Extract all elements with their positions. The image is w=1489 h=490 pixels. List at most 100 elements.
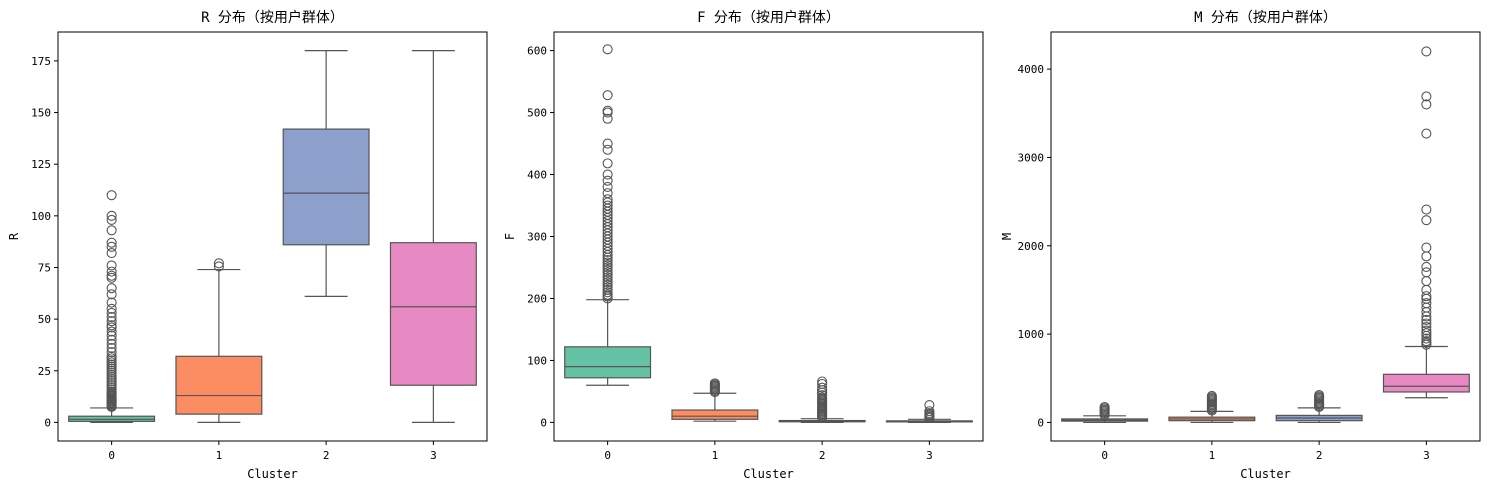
y-axis-label: R (7, 232, 21, 240)
outlier-point (106, 241, 117, 252)
outlier-point (106, 330, 117, 341)
outlier-point (106, 237, 117, 248)
y-tick-label: 4000 (1018, 63, 1045, 76)
y-tick-label: 150 (31, 107, 51, 120)
box-group-2 (1275, 390, 1363, 424)
outlier-point (106, 289, 117, 300)
y-tick-label: 100 (527, 354, 547, 367)
outlier-point (1421, 242, 1432, 253)
box-group-1 (671, 378, 759, 422)
box-group-3 (389, 49, 477, 424)
outlier-point (1421, 46, 1432, 57)
outlier-point (602, 279, 613, 290)
outlier-point (106, 283, 117, 294)
outlier-point (1421, 321, 1432, 333)
outlier-point (1421, 284, 1432, 295)
plot-frame (57, 31, 488, 442)
outlier-point (924, 400, 935, 411)
x-axis-label: Cluster (1240, 467, 1291, 481)
outlier-point (817, 378, 828, 390)
outlier-point (602, 264, 613, 276)
outlier-point (1421, 298, 1432, 309)
iqr-box (282, 128, 370, 246)
outlier-point (602, 254, 613, 266)
outlier-point (106, 210, 117, 221)
x-tick-label: 1 (1209, 449, 1216, 462)
outlier-point (1421, 204, 1432, 215)
outlier-point (817, 390, 828, 401)
outlier-point (1421, 291, 1432, 302)
y-tick-label: 3000 (1018, 151, 1045, 164)
y-tick-label: 0 (1037, 416, 1044, 429)
chart-panel-2: M 分布（按用户群体） 0 1000 2000 3000 4000 0 1 2 3 Cluster M (1000, 9, 1481, 481)
iqr-box (671, 409, 759, 420)
outlier-point (1421, 336, 1432, 347)
outlier-point (1421, 314, 1432, 326)
y-axis-label: M (1000, 233, 1014, 240)
iqr-box (564, 346, 652, 379)
outlier-point (602, 289, 613, 300)
outlier-point (1421, 276, 1432, 287)
outlier-point (602, 138, 613, 149)
x-tick-label: 0 (1101, 449, 1108, 462)
chart-panel-0: R 分布（按用户群体） 0 25 50 75 100 125 150 175 0 1 2 3 Cluste… (7, 9, 488, 481)
outlier-point (106, 320, 117, 331)
outlier-point (602, 272, 613, 283)
outlier-point (602, 158, 613, 169)
outlier-point (1421, 99, 1432, 110)
outlier-point (924, 406, 935, 417)
y-tick-label: 0 (44, 416, 51, 429)
outlier-point (709, 378, 720, 389)
box-group-0 (1061, 401, 1149, 424)
outlier-point (106, 303, 117, 314)
outlier-point (602, 144, 613, 155)
outlier-point (106, 270, 117, 281)
outlier-point (106, 214, 117, 226)
outlier-point (106, 326, 117, 337)
y-tick-label: 50 (38, 313, 51, 326)
outlier-point (1421, 267, 1432, 278)
outlier-point (817, 376, 828, 387)
y-tick-label: 300 (527, 231, 547, 244)
box-group-0 (564, 44, 652, 386)
box-group-3 (885, 400, 973, 424)
chart-title: M 分布（按用户群体） (1194, 9, 1337, 26)
plot-frame (1050, 31, 1481, 442)
outlier-point (602, 169, 613, 180)
outlier-point (106, 260, 117, 271)
outlier-point (602, 282, 613, 293)
y-tick-label: 175 (31, 55, 51, 68)
y-tick-label: 25 (38, 365, 51, 378)
outlier-point (106, 225, 117, 236)
outlier-point (106, 316, 117, 327)
outlier-point (602, 105, 613, 116)
outlier-point (602, 194, 613, 205)
iqr-box (389, 242, 477, 386)
x-tick-label: 0 (604, 449, 611, 462)
x-tick-label: 1 (216, 449, 223, 462)
y-tick-label: 125 (31, 158, 51, 171)
outlier-point (1421, 318, 1432, 329)
outlier-point (817, 382, 828, 393)
y-tick-label: 500 (527, 107, 547, 120)
outlier-point (1421, 261, 1432, 273)
outlier-point (1421, 325, 1432, 336)
outlier-point (106, 307, 117, 318)
outlier-point (106, 334, 117, 345)
outlier-point (213, 261, 224, 272)
chart-panel-1: F 分布（按用户群体） 0 100 200 300 400 500 600 0 1 2 3 Cluste… (503, 9, 984, 481)
outlier-point (602, 267, 613, 278)
outlier-point (602, 284, 613, 295)
outlier-point (106, 338, 117, 349)
outlier-point (602, 90, 613, 101)
outlier-point (602, 113, 613, 124)
outlier-point (602, 287, 613, 298)
outlier-point (602, 262, 613, 273)
y-axis-label: F (503, 233, 517, 240)
y-tick-label: 1000 (1018, 328, 1045, 341)
outlier-point (106, 266, 117, 277)
outlier-point (106, 351, 117, 362)
box-group-2 (778, 376, 866, 424)
